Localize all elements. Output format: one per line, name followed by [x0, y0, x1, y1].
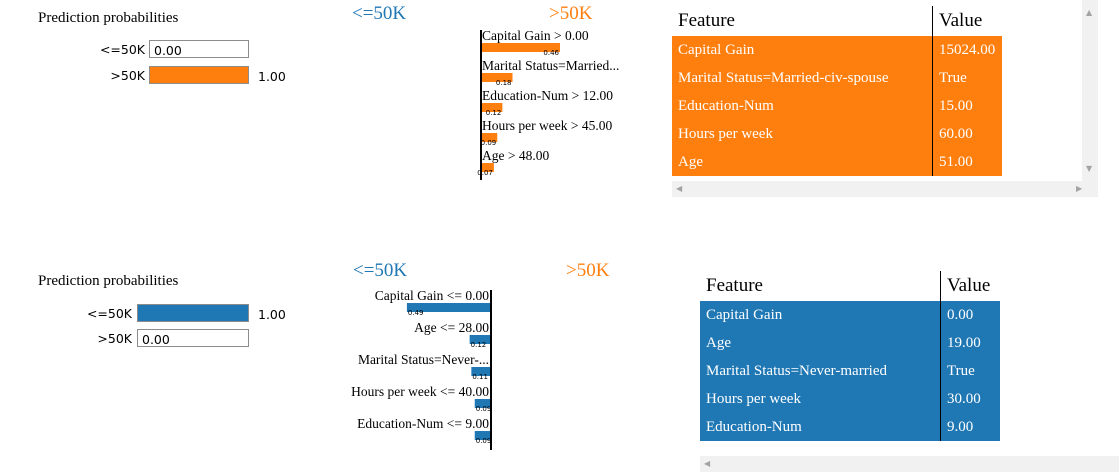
- feature-value-cell: True: [940, 357, 1000, 385]
- table-row: Marital Status=Married-civ-spouse True: [672, 64, 1002, 92]
- feature-label: Education-Num <= 9.00: [357, 416, 489, 431]
- feature-weight-bar: [482, 103, 503, 112]
- class-label-negative: <=50K: [352, 3, 407, 24]
- feature-value-cell: 51.00: [932, 148, 1002, 176]
- feature-name-cell: Capital Gain: [672, 36, 933, 64]
- feature-name-cell: Marital Status=Never-married: [700, 357, 941, 385]
- feature-name-cell: Age: [700, 329, 941, 357]
- table-row: Age 19.00: [700, 329, 1000, 357]
- scroll-up-icon[interactable]: ▲: [1086, 8, 1093, 17]
- feature-weight-bar: [482, 43, 560, 52]
- proba-value: 0.00: [142, 332, 170, 347]
- proba-label: <=50K: [99, 42, 145, 57]
- feature-label: Age > 48.00: [482, 148, 549, 163]
- feature-label: Marital Status=Married...: [482, 58, 619, 73]
- proba-bar-box: 1.00: [137, 304, 286, 322]
- proba-label: >50K: [97, 331, 132, 346]
- proba-bar-box: 1.00: [149, 66, 286, 84]
- prediction-probabilities-title: Prediction probabilities: [38, 273, 179, 289]
- feature-name-cell: Hours per week: [700, 385, 941, 413]
- column-header-feature: Feature: [678, 10, 735, 31]
- table-scrollbar-horizontal[interactable]: ◀: [700, 456, 1119, 472]
- feature-value-cell: 15.00: [932, 92, 1002, 120]
- proba-value: 1.00: [258, 307, 286, 322]
- feature-weight-value: 0.18: [496, 79, 512, 87]
- feature-label: Hours per week > 45.00: [482, 118, 612, 133]
- feature-name-cell: Marital Status=Married-civ-spouse: [672, 64, 933, 92]
- table-row: Age 51.00: [672, 148, 1002, 176]
- scroll-right-icon[interactable]: ▶: [1076, 184, 1083, 193]
- feature-label: Age <= 28.00: [414, 320, 489, 335]
- proba-value: 0.00: [154, 43, 182, 58]
- column-header-feature: Feature: [706, 275, 763, 296]
- feature-weight-bar: [474, 431, 490, 440]
- feature-weight-value: 0.09: [476, 437, 492, 445]
- feature-weight-value: 0.12: [471, 341, 487, 349]
- table-row: Marital Status=Never-married True: [700, 357, 1000, 385]
- scroll-left-icon[interactable]: ◀: [676, 184, 683, 193]
- feature-weight-value: 0.09: [476, 405, 492, 413]
- feature-value-cell: 19.00: [940, 329, 1000, 357]
- table-row: Education-Num 15.00: [672, 92, 1002, 120]
- table-row: Hours per week 60.00: [672, 120, 1002, 148]
- feature-name-cell: Education-Num: [672, 92, 933, 120]
- feature-label: Hours per week <= 40.00: [351, 384, 489, 399]
- feature-value-cell: True: [932, 64, 1002, 92]
- proba-label: >50K: [110, 68, 145, 83]
- feature-weights-chart: Capital Gain <= 0.00 0.49 Age <= 28.00 0.12…: [351, 288, 492, 450]
- feature-weight-value: 0.11: [472, 373, 488, 381]
- feature-weight-value: 0.49: [408, 309, 424, 317]
- feature-name-cell: Age: [672, 148, 933, 176]
- table-row: Capital Gain 15024.00: [672, 36, 1002, 64]
- feature-weight-bar: [406, 303, 490, 312]
- class-label-positive: >50K: [566, 260, 610, 281]
- table-scrollbar-horizontal[interactable]: ◀ ▶: [672, 181, 1098, 197]
- feature-name-cell: Hours per week: [672, 120, 933, 148]
- column-header-value: Value: [932, 6, 1002, 36]
- proba-bar: [150, 67, 248, 83]
- column-header-value: Value: [940, 271, 1000, 301]
- class-label-negative: <=50K: [353, 260, 408, 281]
- feature-value-cell: 9.00: [940, 413, 1000, 441]
- class-label-positive: >50K: [549, 3, 593, 24]
- proba-label: <=50K: [86, 306, 132, 321]
- feature-weight-bar: [482, 73, 513, 82]
- feature-weight-value: 0.46: [543, 49, 559, 57]
- feature-label: Education-Num > 12.00: [482, 88, 613, 103]
- proba-bar-box: 0.00: [137, 329, 249, 347]
- feature-label: Capital Gain > 0.00: [482, 28, 589, 43]
- feature-value-cell: 0.00: [940, 301, 1000, 329]
- feature-weight-bar: [482, 163, 494, 172]
- feature-weight-bar: [474, 399, 490, 408]
- feature-weight-value: 0.09: [481, 139, 497, 147]
- feature-name-cell: Education-Num: [700, 413, 941, 441]
- feature-name-cell: Capital Gain: [700, 301, 941, 329]
- table-row: Capital Gain 0.00: [700, 301, 1000, 329]
- proba-bar: [138, 305, 248, 321]
- scroll-left-icon[interactable]: ◀: [704, 459, 711, 468]
- feature-weight-value: 0.12: [486, 109, 502, 117]
- scroll-down-icon[interactable]: ▼: [1086, 164, 1093, 173]
- feature-value-cell: 15024.00: [932, 36, 1002, 64]
- proba-value: 1.00: [258, 69, 286, 84]
- feature-weight-value: 0.07: [477, 169, 493, 177]
- feature-label: Marital Status=Never-...: [358, 352, 489, 367]
- explanation-panel-1: Prediction probabilities <=50K 0.00 >50K…: [0, 0, 1119, 200]
- table-scrollbar-vertical[interactable]: ▲ ▼: [1082, 0, 1098, 181]
- table-row: Education-Num 9.00: [700, 413, 1000, 441]
- feature-weight-bar: [471, 367, 490, 376]
- table-row: Hours per week 30.00: [700, 385, 1000, 413]
- feature-weight-bar: [469, 335, 490, 344]
- feature-weight-bar: [482, 133, 498, 142]
- feature-value-table: Feature Value Capital Gain 0.00 Age 19.00 Ma…: [700, 271, 1000, 441]
- feature-value-cell: 30.00: [940, 385, 1000, 413]
- proba-bar-box: 0.00: [149, 40, 249, 58]
- feature-value-cell: 60.00: [932, 120, 1002, 148]
- prediction-probabilities-title: Prediction probabilities: [38, 10, 179, 26]
- feature-value-table: Feature Value Capital Gain 15024.00 Marita…: [672, 6, 1002, 176]
- feature-label: Capital Gain <= 0.00: [375, 288, 489, 303]
- explanation-panel-2: Prediction probabilities <=50K 1.00 >50K…: [0, 255, 1119, 472]
